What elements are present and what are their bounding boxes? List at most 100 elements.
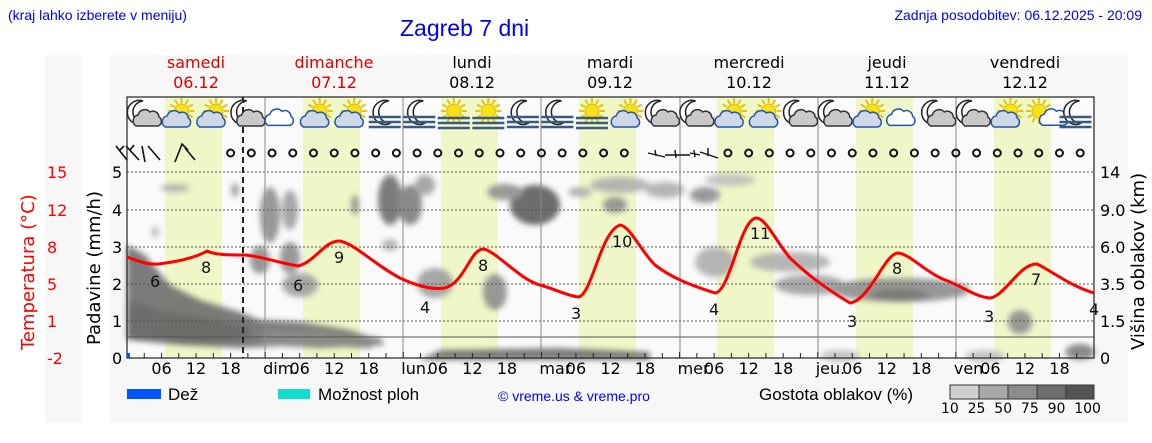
sun-cloud-icon bbox=[299, 98, 333, 128]
temp-value: 4 bbox=[1089, 300, 1099, 319]
x-tick-label: 06 bbox=[151, 359, 172, 378]
moon-cloud-icon bbox=[955, 99, 991, 127]
temp-tick: 12 bbox=[47, 201, 68, 220]
scale-label: 75 bbox=[1020, 401, 1039, 417]
x-tick-label: 18 bbox=[1049, 359, 1070, 378]
x-tick-label: 06 bbox=[980, 359, 1001, 378]
cloud-tick: 1.5 bbox=[1100, 312, 1126, 331]
calm-wind-icon bbox=[226, 148, 236, 158]
calm-wind-icon bbox=[847, 148, 857, 158]
calm-wind-icon bbox=[557, 148, 567, 158]
x-tick-label: 18 bbox=[220, 359, 241, 378]
precip-tick: 5 bbox=[112, 163, 123, 182]
day-label: lundi 08.12 bbox=[449, 53, 495, 92]
sun-cloud-icon bbox=[748, 98, 782, 128]
temp-tick: 15 bbox=[47, 163, 68, 182]
calm-wind-icon bbox=[412, 148, 422, 158]
calm-wind-icon bbox=[806, 148, 816, 158]
horizontal-gridlines bbox=[127, 171, 1094, 322]
temp-tick: 5 bbox=[47, 275, 58, 294]
calm-wind-icon bbox=[246, 148, 256, 158]
cloud-density-scale bbox=[949, 384, 1095, 400]
precip-tick: 4 bbox=[112, 201, 123, 220]
calm-wind-icon bbox=[619, 148, 629, 158]
calm-wind-icon bbox=[516, 148, 526, 158]
temp-tick: 8 bbox=[47, 238, 58, 257]
x-tick-label: 12 bbox=[1014, 359, 1036, 378]
calm-wind-icon bbox=[1013, 148, 1023, 158]
x-tick-label: 06 bbox=[565, 359, 587, 378]
precip-tick: 2 bbox=[112, 275, 123, 294]
moon-cloud-icon bbox=[644, 99, 681, 127]
sun-fog-icon bbox=[575, 98, 608, 130]
moon-cloud-icon bbox=[230, 99, 266, 127]
scale-label: 100 bbox=[1074, 401, 1101, 417]
calm-wind-icon bbox=[329, 148, 339, 158]
moon-cloud-icon bbox=[126, 99, 163, 127]
x-tick-label: ven. bbox=[953, 359, 989, 378]
rain-bar bbox=[127, 353, 130, 358]
cloud-tick: 0 bbox=[1100, 349, 1111, 368]
x-tick-label: 12 bbox=[185, 359, 207, 378]
sun-cloud-icon bbox=[161, 98, 195, 128]
temp-tick: -2 bbox=[47, 349, 63, 368]
rain-legend-swatch bbox=[127, 389, 161, 399]
x-tick-label: 12 bbox=[600, 359, 621, 378]
x-tick-label: mar. bbox=[539, 359, 576, 378]
x-tick-label: 18 bbox=[911, 359, 932, 378]
temp-value: 8 bbox=[478, 256, 488, 275]
sun-cloud-icon bbox=[852, 98, 886, 128]
moon-cloud-icon bbox=[920, 99, 957, 127]
calm-wind-icon bbox=[723, 148, 733, 158]
calm-wind-icon bbox=[454, 148, 464, 158]
cloud-tick: 6.0 bbox=[1100, 238, 1126, 257]
calm-wind-icon bbox=[930, 148, 940, 158]
temp-value: 10 bbox=[612, 232, 632, 251]
calm-wind-icon bbox=[371, 148, 381, 158]
temp-value: 11 bbox=[750, 224, 770, 243]
temp-value: 4 bbox=[709, 300, 719, 319]
wind-row bbox=[115, 142, 196, 163]
temp-value: 8 bbox=[892, 259, 902, 278]
location-hint-link[interactable]: (kraj lahko izberete v meniju) bbox=[8, 7, 187, 23]
scale-label: 90 bbox=[1047, 401, 1066, 417]
calm-wind-icon bbox=[827, 148, 837, 158]
cloud-tick: 3.5 bbox=[1100, 275, 1126, 294]
x-tick-label: 06 bbox=[703, 359, 725, 378]
x-tick-label: 06 bbox=[289, 359, 310, 378]
x-tick-label: dim. bbox=[263, 359, 299, 378]
temp-value: 3 bbox=[984, 307, 994, 326]
moon-fog-icon bbox=[403, 99, 436, 129]
calm-wind-icon bbox=[951, 148, 961, 158]
x-tick-label: 18 bbox=[496, 359, 518, 378]
calm-wind-icon bbox=[972, 148, 982, 158]
calm-wind-icon bbox=[764, 148, 774, 158]
calm-wind-icon bbox=[267, 148, 277, 158]
x-tick-label: 12 bbox=[462, 359, 483, 378]
cloud-density-scale-labels: 10 25 50 75 90 100 bbox=[941, 401, 1101, 417]
moon-fog-icon bbox=[368, 99, 401, 129]
x-tick-label: 12 bbox=[876, 359, 897, 378]
rain-legend-label: Dež bbox=[168, 385, 199, 404]
day-label: jeudi 11.12 bbox=[864, 53, 910, 92]
wind-barbs-mid bbox=[647, 148, 719, 159]
x-tick-label: 18 bbox=[634, 359, 656, 378]
temp-value: 9 bbox=[334, 248, 344, 267]
cloud-density-label: Gostota oblakov (%) bbox=[759, 385, 914, 404]
day-label: vendredi 12.12 bbox=[989, 53, 1061, 92]
sun-cloud-icon bbox=[610, 98, 644, 128]
sun-cloud-icon bbox=[334, 98, 368, 128]
calm-wind-icon bbox=[744, 148, 754, 158]
page-title: Zagreb 7 dni bbox=[400, 15, 530, 41]
temp-value: 6 bbox=[293, 276, 303, 295]
moon-fog-icon bbox=[1059, 99, 1092, 129]
calm-wind-icon bbox=[992, 148, 1002, 158]
temp-value: 4 bbox=[420, 298, 430, 317]
x-tick-label: 18 bbox=[358, 359, 379, 378]
calm-wind-icon bbox=[350, 148, 360, 158]
calm-wind-icon bbox=[433, 148, 443, 158]
calm-wind-icon bbox=[1034, 148, 1044, 158]
copyright-link[interactable]: © vreme.us & vreme.pro bbox=[498, 388, 650, 404]
calm-wind-icon bbox=[474, 148, 484, 158]
moon-cloud-icon bbox=[817, 99, 853, 127]
